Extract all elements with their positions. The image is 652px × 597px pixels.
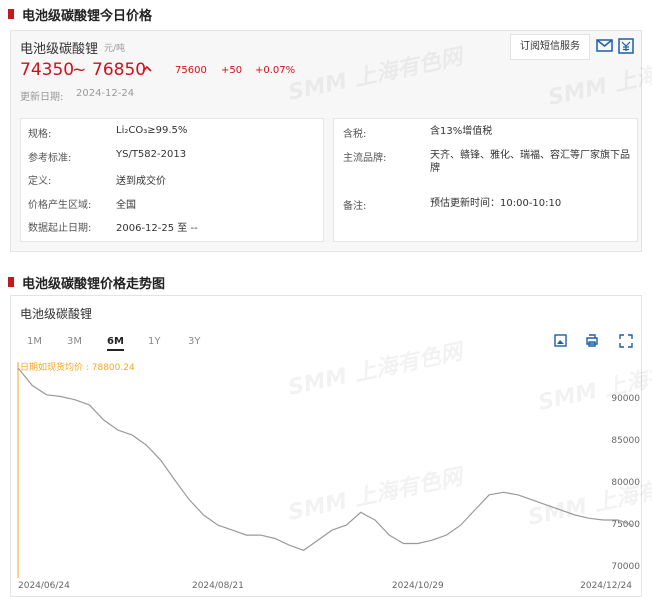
y-tick-label: 75000 — [611, 520, 640, 530]
info-value: 预估更新时间：10:00-10:10 — [430, 198, 562, 209]
up-arrow — [142, 65, 152, 72]
info-label: 主流品牌: — [343, 153, 387, 164]
info-box-right — [333, 118, 638, 242]
watermark: SMM 上海有色网 — [286, 463, 468, 526]
price-high: 76850 — [92, 60, 147, 80]
info-label: 含税: — [343, 129, 367, 140]
range-button[interactable]: 3Y — [188, 336, 201, 347]
avg-price: 75600 — [175, 65, 207, 76]
info-label: 定义: — [28, 176, 52, 187]
info-label: 价格产生区域: — [28, 200, 92, 211]
section-title: 电池级碳酸锂价格走势图 — [22, 277, 166, 292]
change-pct: +0.07% — [255, 65, 296, 76]
range-button-active[interactable]: 6M — [107, 336, 124, 351]
info-value: 送到成交价 — [116, 176, 166, 187]
updated-label: 更新日期: — [20, 92, 64, 103]
unit: 元/吨 — [104, 44, 126, 54]
info-box-left — [20, 118, 324, 242]
x-tick-label: 2024/10/29 — [392, 581, 444, 591]
info-value: 2006-12-25 至 -- — [116, 223, 198, 234]
info-label: 参考标准: — [28, 153, 72, 164]
section-title: 电池级碳酸锂今日价格 — [22, 9, 153, 24]
price-sep: ~ — [72, 60, 87, 80]
range-button[interactable]: 1M — [27, 336, 42, 347]
share-icons[interactable] — [596, 38, 636, 54]
product-name: 电池级碳酸锂 — [20, 42, 99, 57]
y-tick-label: 90000 — [611, 394, 640, 404]
section-marker — [8, 9, 14, 19]
watermark: SMM 上海有色网 — [286, 43, 468, 106]
chart-tools[interactable] — [554, 334, 634, 348]
price-line — [17, 367, 633, 551]
info-value: Li₂CO₃≥99.5% — [116, 125, 188, 136]
x-tick-label: 2024/12/24 — [580, 581, 632, 591]
chart-title: 电池级碳酸锂 — [20, 307, 93, 321]
y-tick-label: 85000 — [611, 436, 640, 446]
tooltip: 日期如现货均价 : 78800.24 — [20, 361, 135, 373]
x-tick-label: 2024/06/24 — [18, 581, 70, 591]
section-marker — [8, 277, 14, 287]
info-value: 天齐、赣锋、雅化、瑞福、容汇等厂家旗下品牌 — [430, 150, 630, 174]
info-label: 规格: — [28, 129, 52, 140]
watermark: SMM 上海有色网 — [546, 48, 652, 111]
info-label: 数据起止日期: — [28, 223, 92, 234]
info-value: 含13%增值税 — [430, 126, 493, 137]
y-tick-label: 70000 — [611, 562, 640, 572]
updated-date: 2024-12-24 — [76, 88, 135, 99]
range-button[interactable]: 1Y — [148, 336, 161, 347]
info-value: 全国 — [116, 200, 136, 211]
info-value: YS/T582-2013 — [116, 149, 187, 160]
watermark: SMM 上海有色网 — [286, 338, 468, 401]
x-tick-label: 2024/08/21 — [192, 581, 244, 591]
subscribe-button[interactable]: 订阅短信服务 — [510, 34, 590, 60]
change: +50 — [221, 65, 243, 76]
watermark: SMM 上海有色网 — [536, 353, 652, 416]
info-label: 备注: — [343, 201, 367, 212]
y-tick-label: 80000 — [611, 478, 640, 488]
range-button[interactable]: 3M — [67, 336, 82, 347]
price-low: 74350 — [20, 60, 75, 80]
